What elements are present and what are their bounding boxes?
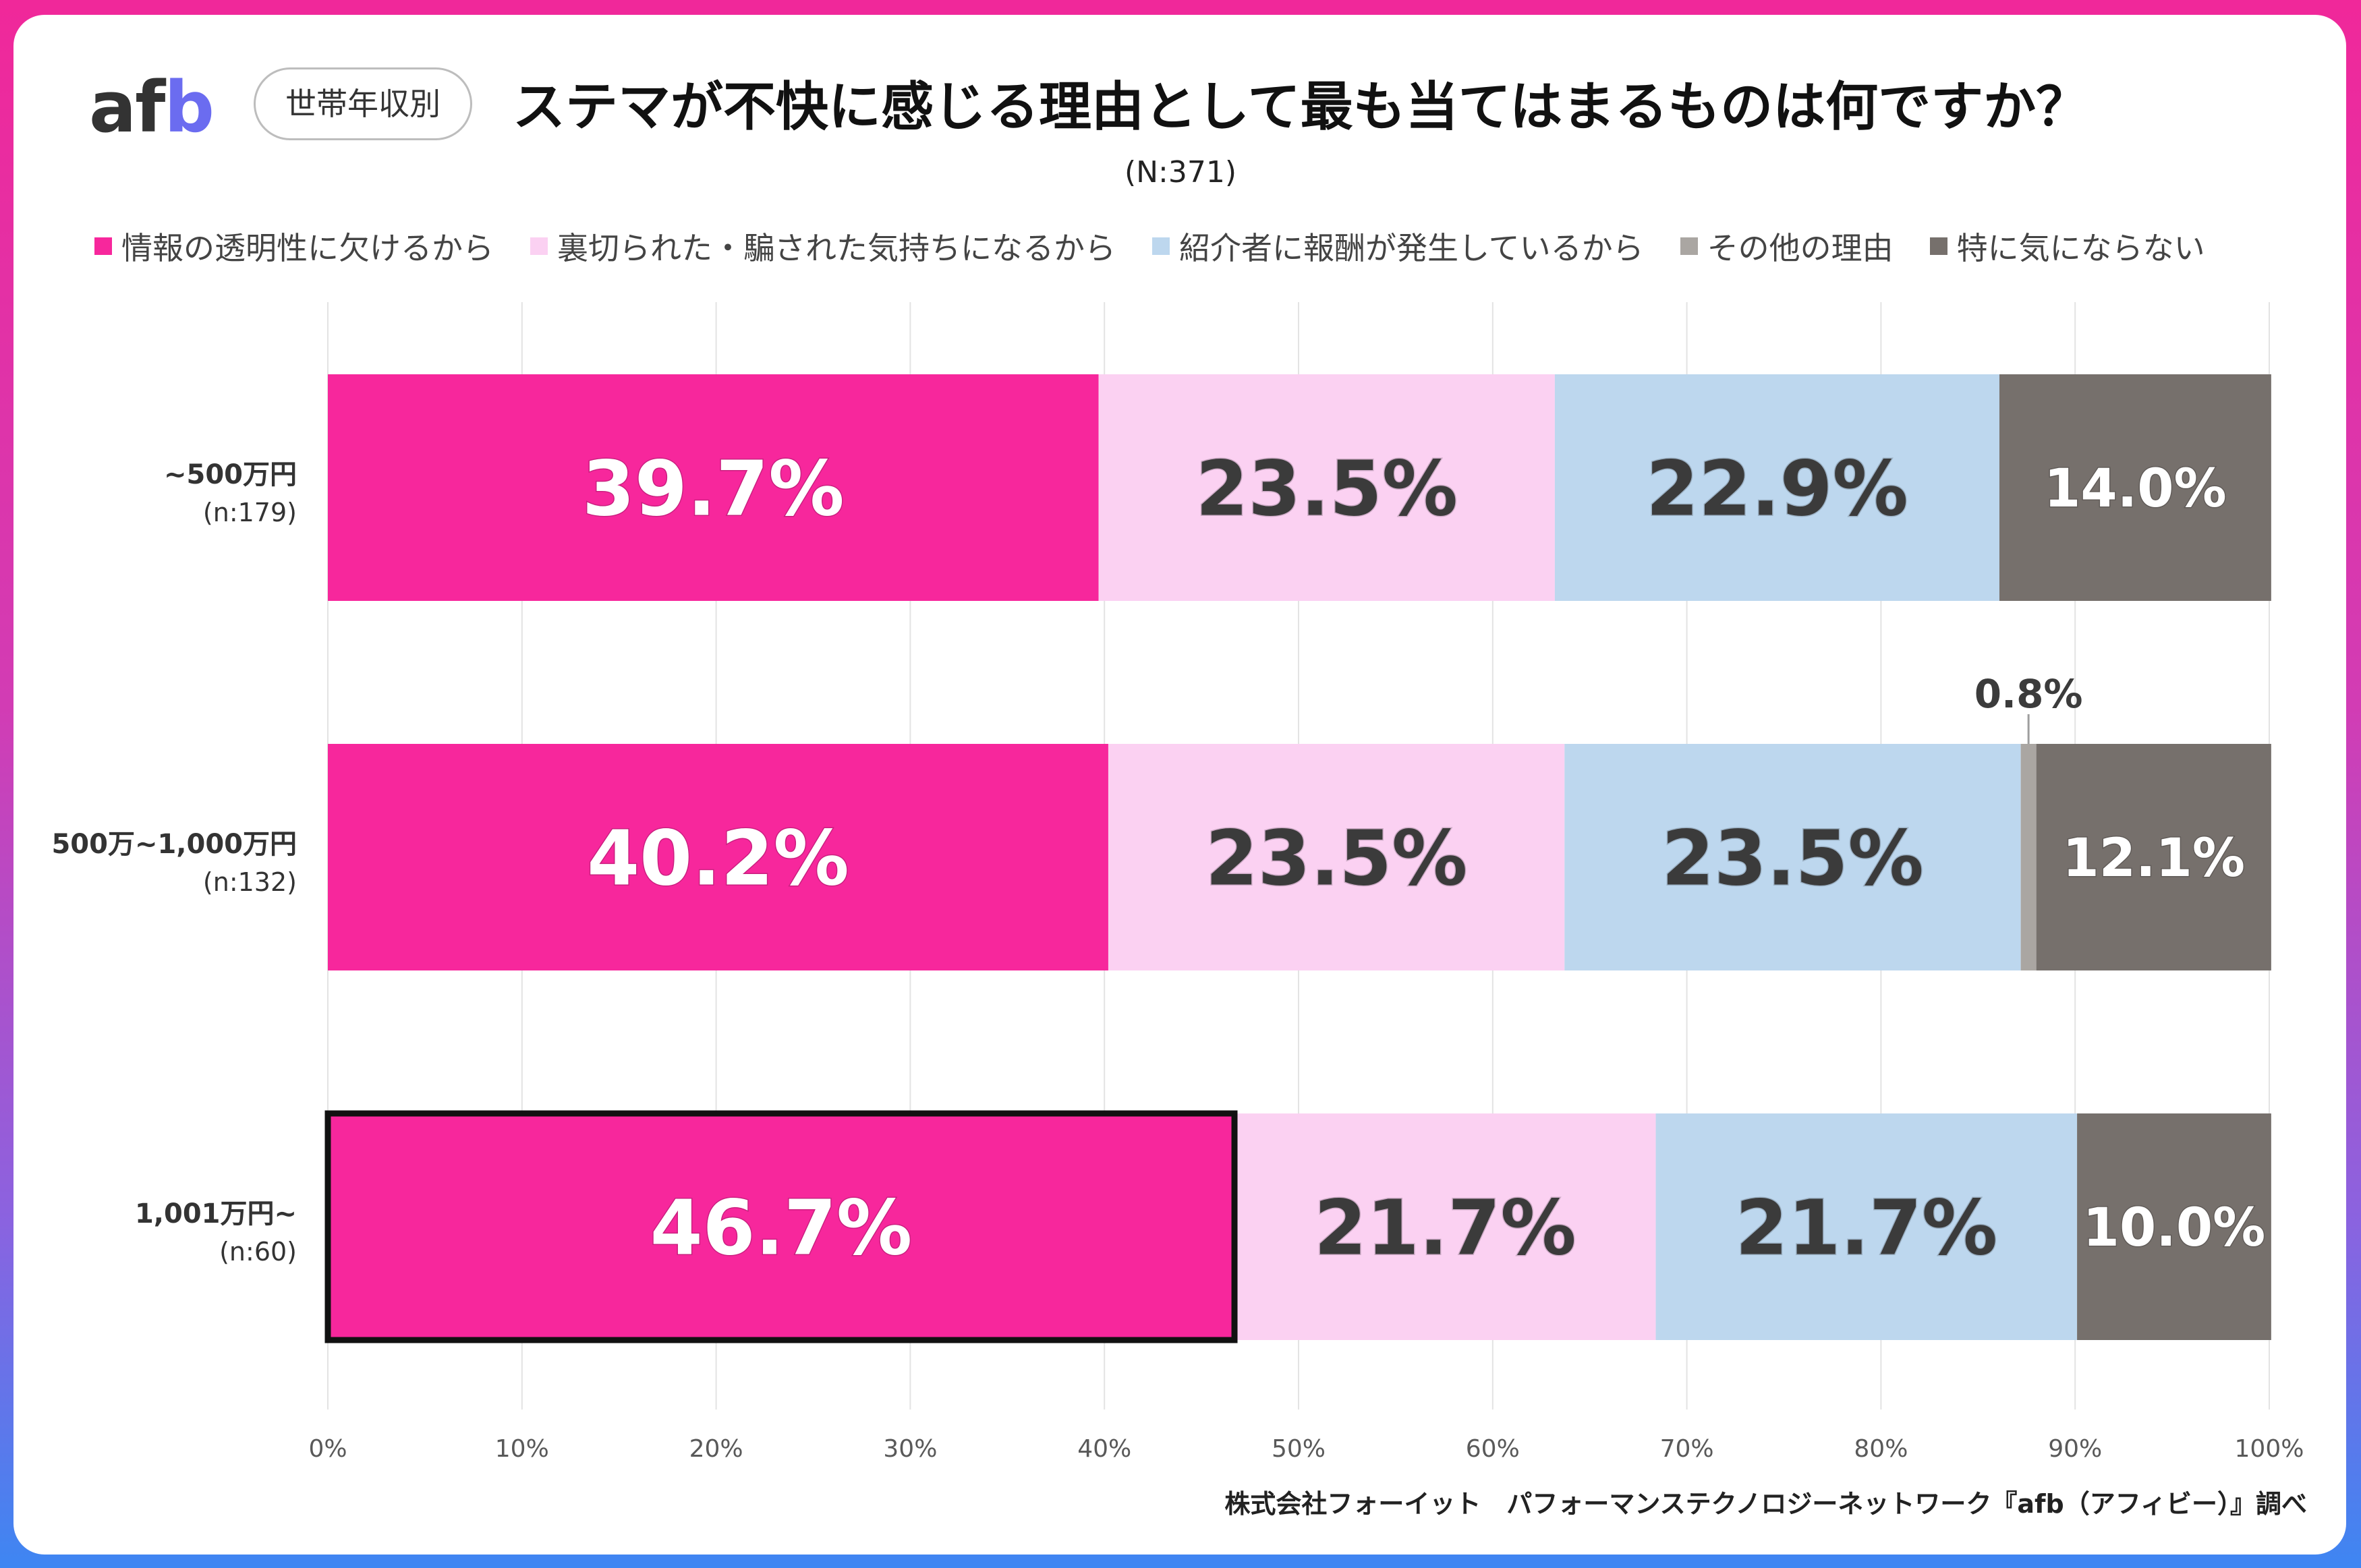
chart-legend: 情報の透明性に欠けるから 裏切られた・騙された気持ちになるから 紹介者に報酬が発生し… (94, 223, 2294, 270)
chart-subtitle: (N:371) (1124, 155, 1237, 190)
data-label: 22.9% (1646, 445, 1908, 533)
legend-swatch (1152, 237, 1170, 255)
bar-segment (1999, 374, 2271, 601)
data-label: 46.7% (650, 1184, 913, 1272)
category-label: ~500万円 (164, 459, 297, 490)
x-tick-label: 0% (308, 1435, 347, 1463)
legend-item: 紹介者に報酬が発生しているから (1152, 224, 1644, 268)
x-tick-label: 20% (689, 1435, 743, 1463)
legend-swatch (1929, 237, 1947, 255)
data-label: 21.7% (1314, 1184, 1576, 1272)
category-n-label: (n:60) (219, 1237, 297, 1267)
x-tick-label: 100% (2235, 1435, 2304, 1463)
legend-label: 紹介者に報酬が発生しているから (1179, 230, 1644, 266)
legend-swatch (1680, 237, 1698, 255)
bar-segment (328, 744, 1108, 970)
x-tick-label: 40% (1077, 1435, 1131, 1463)
data-label: 23.5% (1205, 815, 1468, 902)
bar-segment (1108, 744, 1565, 970)
category-n-label: (n:179) (203, 498, 297, 527)
data-label: 21.7% (1736, 1184, 1998, 1272)
highlight-outline (324, 1110, 1238, 1343)
legend-item: 裏切られた・騙された気持ちになるから (530, 224, 1116, 268)
bar-segment (1234, 1113, 1656, 1340)
bar-segment (1098, 374, 1555, 601)
legend-label: その他の理由 (1707, 230, 1894, 266)
category-n-label: (n:132) (203, 867, 297, 897)
afb-logo: afb (89, 66, 215, 148)
legend-swatch (530, 237, 548, 255)
legend-item: 情報の透明性に欠けるから (94, 224, 494, 268)
x-tick-label: 60% (1466, 1435, 1520, 1463)
segment-tag: 世帯年収別 (254, 67, 472, 140)
data-label: 10.0% (2083, 1198, 2266, 1258)
legend-label: 情報の透明性に欠けるから (121, 230, 494, 266)
legend-label: 特に気にならない (1956, 230, 2205, 266)
chart-title: ステマが不快に感じる理由として最も当てはまるものは何ですか？ (513, 77, 2089, 138)
legend-swatch (94, 237, 112, 255)
x-tick-label: 80% (1854, 1435, 1908, 1463)
data-label: 12.1% (2062, 828, 2245, 889)
bar-segment (328, 1113, 1235, 1340)
x-tick-label: 90% (2048, 1435, 2102, 1463)
category-label: 1,001万円~ (135, 1198, 297, 1229)
bar-segment (328, 374, 1099, 601)
bar-segment (2020, 744, 2037, 970)
x-tick-label: 30% (883, 1435, 937, 1463)
data-label: 40.2% (587, 815, 849, 902)
data-label: 39.7% (582, 445, 845, 533)
data-label: 23.5% (1195, 445, 1458, 533)
legend-label: 裏切られた・騙された気持ちになるから (557, 230, 1116, 266)
x-tick-label: 50% (1272, 1435, 1326, 1463)
legend-item: その他の理由 (1680, 224, 1894, 268)
legend-item: 特に気にならない (1929, 224, 2205, 268)
data-label: 23.5% (1661, 815, 1924, 902)
x-tick-label: 70% (1660, 1435, 1714, 1463)
bar-segment (1554, 374, 1999, 601)
footer-credit: 株式会社フォーイット パフォーマンステクノロジーネットワーク『afb（アフィビー… (1224, 1489, 2307, 1519)
data-label: 0.8% (1974, 671, 2083, 717)
bar-segment (1564, 744, 2021, 970)
data-label: 14.0% (2044, 459, 2227, 519)
x-tick-label: 10% (495, 1435, 549, 1463)
bar-segment (2036, 744, 2271, 970)
bar-segment (2077, 1113, 2271, 1340)
bar-segment (1655, 1113, 2078, 1340)
category-label: 500万~1,000万円 (51, 829, 297, 860)
